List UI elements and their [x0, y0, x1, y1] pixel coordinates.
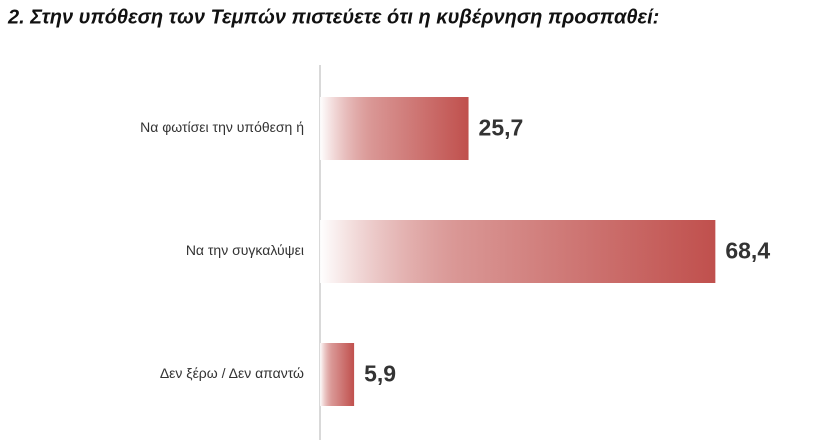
value-label: 5,9: [364, 361, 396, 387]
category-label: Να την συγκαλύψει: [186, 242, 304, 258]
bar: [320, 343, 355, 406]
bar: [320, 97, 469, 160]
category-label: Δεν ξέρω / Δεν απαντώ: [160, 365, 304, 381]
chart-title: 2. Στην υπόθεση των Τεμπών πιστεύετε ότι…: [7, 6, 659, 28]
value-label: 68,4: [725, 238, 770, 264]
category-label: Να φωτίσει την υπόθεση ή: [140, 119, 304, 135]
bar: [320, 220, 716, 283]
value-label: 25,7: [479, 115, 524, 141]
